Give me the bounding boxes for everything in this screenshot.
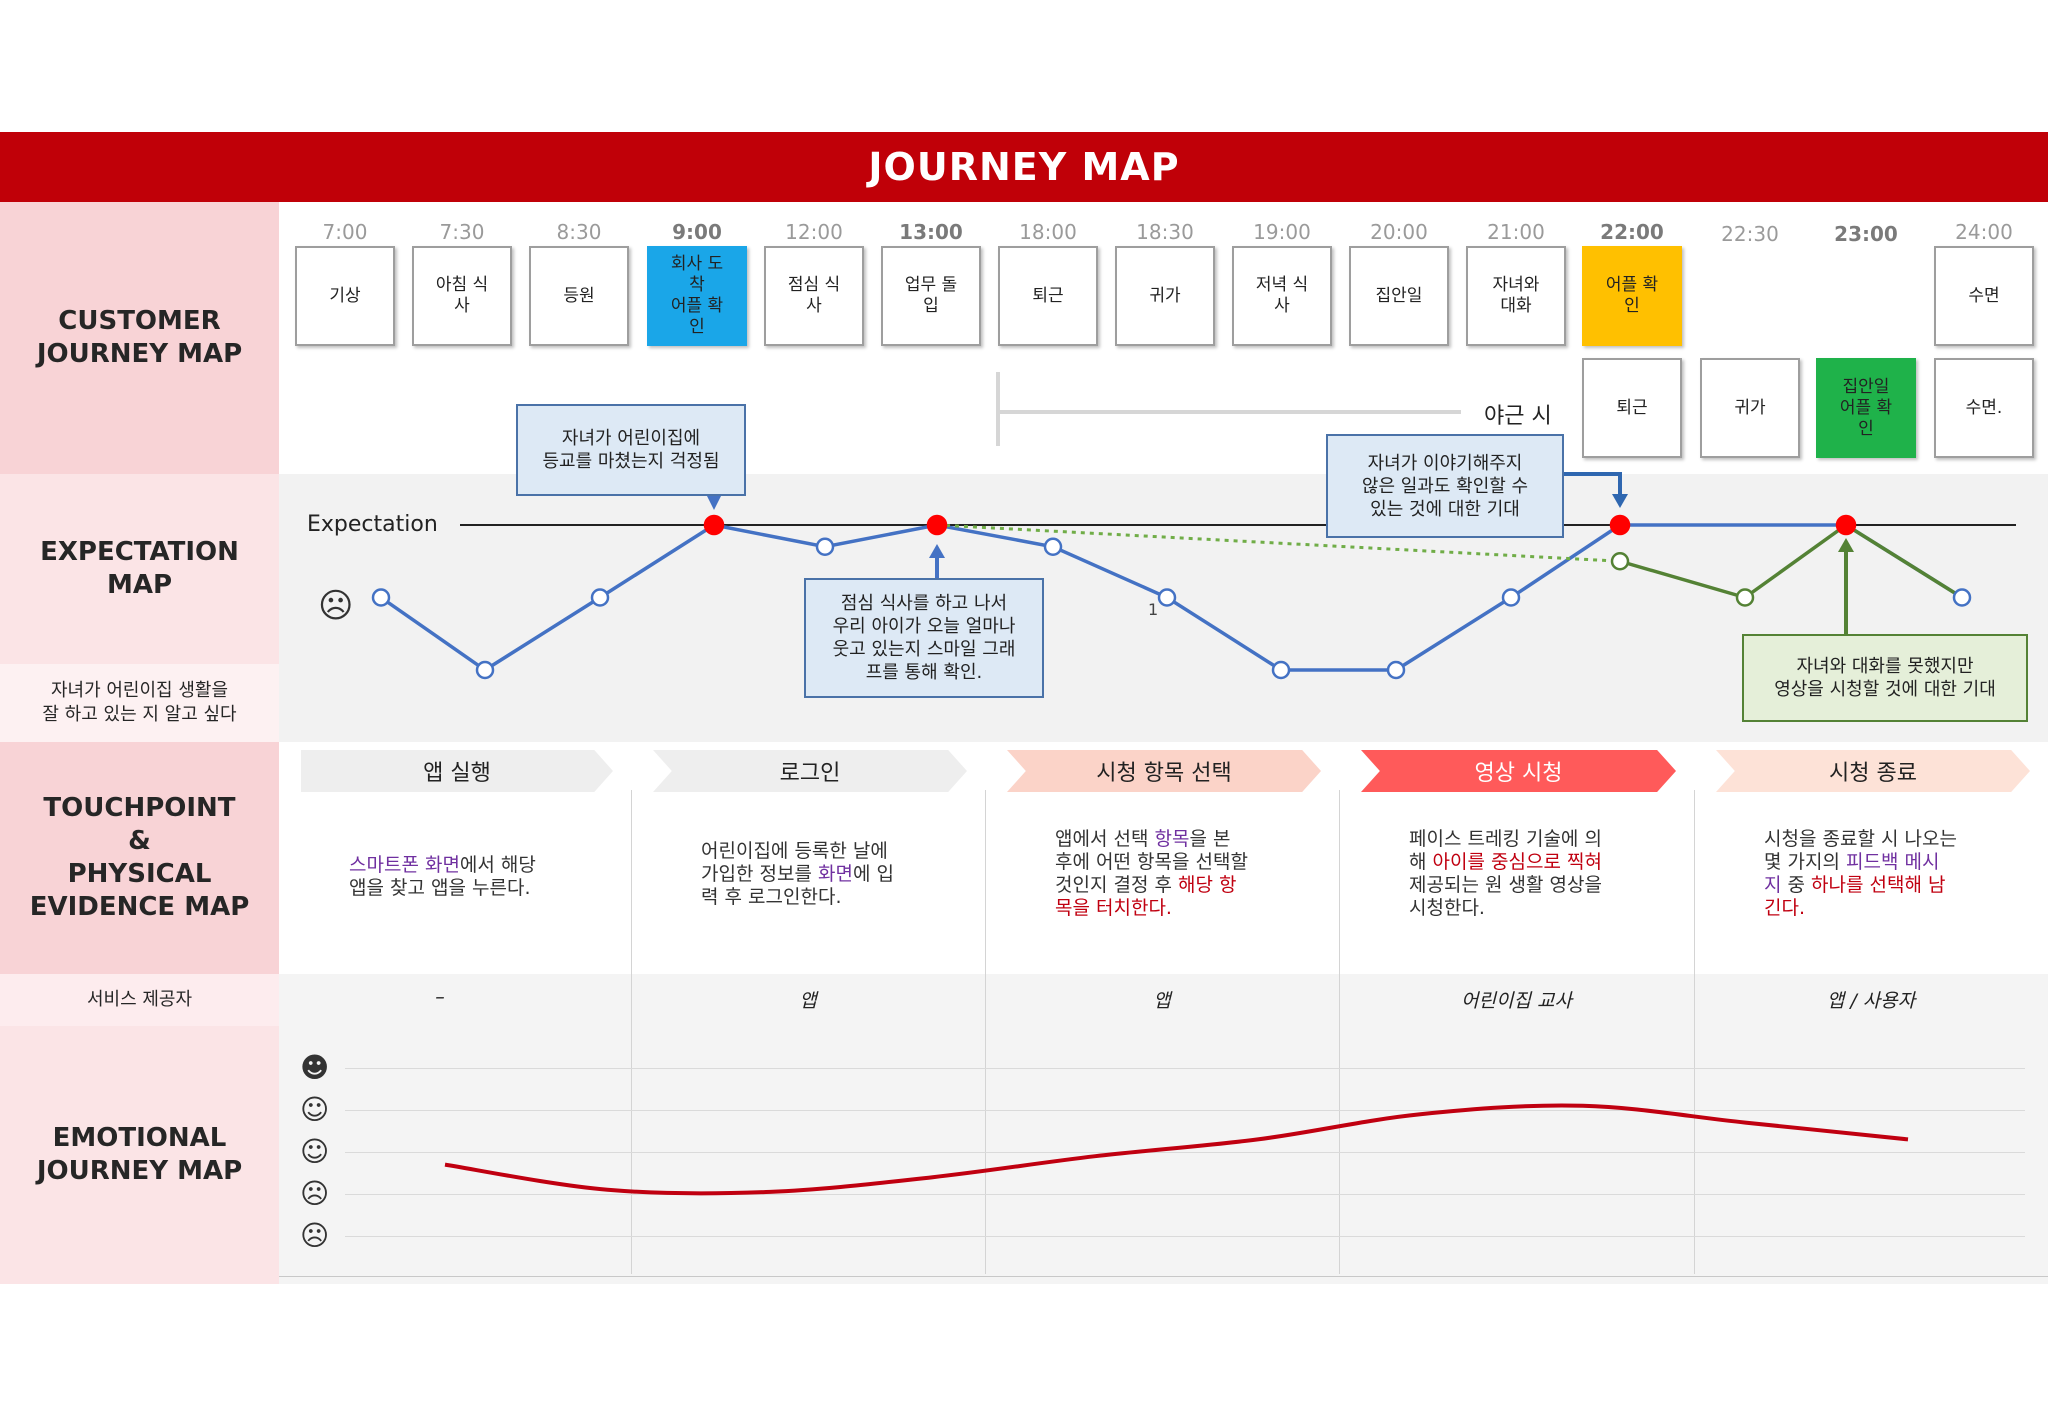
activity-card: 기상 — [295, 246, 395, 346]
stage-provider: 앱 / 사용자 — [1826, 990, 1916, 1012]
provider-panel — [279, 974, 2048, 1026]
emotion-panel — [279, 1026, 2048, 1284]
stage-description-part: 을 본 후에 어떤 항목을 선택할 것인지 결정 후 — [1055, 828, 1248, 896]
callout-talk: 자녀와 대화를 못했지만 영상을 시청할 것에 대한 기대 — [1742, 634, 2028, 722]
callout-lunch: 점심 식사를 하고 나서 우리 아이가 오늘 얼마나 웃고 있는지 스마일 그래… — [804, 578, 1044, 698]
stage-description-part: 해당 항 목을 터치한다. — [1055, 874, 1237, 919]
section-touchpoint: TOUCHPOINT & PHYSICAL EVIDENCE MAP — [0, 742, 279, 974]
neutral-face-icon: ☺ — [300, 1135, 330, 1168]
expectation-label: Expectation — [307, 512, 438, 537]
time-label: 22:00 — [1600, 220, 1664, 244]
section-emotional: EMOTIONAL JOURNEY MAP — [0, 1026, 279, 1284]
activity-card: 퇴근 — [998, 246, 1098, 346]
stage-description: 페이스 트레킹 기술에 의 해 아이를 중심으로 찍혀 제공되는 원 생활 영상… — [1409, 828, 1644, 920]
night-shift-bracket — [996, 410, 1461, 414]
stage-description-part: 항목 — [1154, 828, 1190, 850]
time-label: 9:00 — [672, 220, 722, 244]
stage-description-part: 앱에서 선택 — [1055, 828, 1155, 850]
stage-description-part: 페이스 트레킹 기술에 의 해 — [1409, 828, 1602, 873]
stage-provider: 앱 — [1153, 990, 1171, 1012]
night-activity-card: 수면. — [1934, 358, 2034, 458]
stage-banner: 로그인 — [653, 750, 967, 792]
night-activity-card: 퇴근 — [1582, 358, 1682, 458]
page-title: JOURNEY MAP — [0, 132, 2048, 202]
section-expectation-subtitle: 자녀가 어린이집 생활을 잘 하고 있는 지 알고 싶다 — [0, 664, 279, 742]
emotion-gridline — [345, 1110, 2025, 1111]
stage-provider: 어린이집 교사 — [1461, 990, 1572, 1012]
stage-description-part: 에 입 력 후 로그인한다. — [701, 863, 894, 908]
happy-face-icon: ☺ — [300, 1093, 330, 1126]
activity-card: 등원 — [529, 246, 629, 346]
stage-provider: – — [435, 986, 445, 1008]
time-label: 8:30 — [556, 220, 602, 244]
sad-face-icon: ☹ — [318, 586, 354, 626]
activity-card: 저녁 식 사 — [1232, 246, 1332, 346]
stage-description: 어린이집에 등록한 날에 가입한 정보를 화면에 입 력 후 로그인한다. — [701, 840, 935, 909]
callout-worry: 자녀가 어린이집에 등교를 마쳤는지 걱정됨 — [516, 404, 746, 496]
time-label: 7:30 — [439, 220, 485, 244]
point-label: 1 — [1148, 600, 1159, 619]
stage-description-part: 어린이집에 등록한 날에 가입한 정보를 — [701, 840, 888, 885]
emotion-gridline — [345, 1194, 2025, 1195]
time-label: 20:00 — [1370, 220, 1428, 244]
emotion-gridline — [345, 1152, 2025, 1153]
activity-card: 자녀와 대화 — [1466, 246, 1566, 346]
time-label: 18:30 — [1136, 220, 1194, 244]
stage-description-part: 피드백 메시 지 — [1764, 851, 1940, 896]
stage-banner: 영상 시청 — [1361, 750, 1676, 792]
time-label: 19:00 — [1253, 220, 1311, 244]
activity-card: 어플 확 인 — [1582, 246, 1682, 346]
activity-card: 수면 — [1934, 246, 2034, 346]
stage-description-part: 시청을 종료할 시 나오는 몇 가지의 — [1764, 828, 1957, 873]
stage-description-part: 에서 해당 앱을 찾고 앱을 누른다. — [349, 854, 536, 899]
stage-description: 시청을 종료할 시 나오는 몇 가지의 피드백 메시 지 중 하나를 선택해 남… — [1764, 828, 1998, 920]
time-label: 13:00 — [899, 220, 963, 244]
emotion-baseline — [279, 1276, 2048, 1277]
activity-card: 집안일 — [1349, 246, 1449, 346]
emotion-gridline — [345, 1068, 2025, 1069]
column-divider — [985, 790, 986, 1274]
time-label: 23:00 — [1834, 222, 1898, 246]
activity-card: 회사 도 착 어플 확 인 — [647, 246, 747, 346]
activity-card: 귀가 — [1115, 246, 1215, 346]
activity-card: 아침 식 사 — [412, 246, 512, 346]
time-label: 22:30 — [1721, 222, 1779, 246]
stage-banner: 시청 항목 선택 — [1007, 750, 1321, 792]
stage-description-part: 중 — [1781, 874, 1812, 896]
stage-description-part: 아이를 중심으로 찍혀 — [1432, 851, 1602, 873]
stage-description-part: 화면 — [817, 863, 853, 885]
stage-description: 앱에서 선택 항목을 본 후에 어떤 항목을 선택할 것인지 결정 후 해당 항… — [1055, 828, 1289, 920]
column-divider — [1339, 790, 1340, 1274]
section-expectation: EXPECTATION MAP — [0, 474, 279, 664]
sad-face-icon: ☹ — [300, 1177, 330, 1210]
time-label: 21:00 — [1487, 220, 1545, 244]
stage-provider: 앱 — [799, 990, 817, 1012]
activity-card: 업무 돌 입 — [881, 246, 981, 346]
section-customer-journey: CUSTOMER JOURNEY MAP — [0, 202, 279, 474]
night-shift-bracket-tick — [996, 372, 1000, 446]
very-happy-face-icon: ☻ — [300, 1051, 330, 1084]
stage-description-part: 스마트폰 화면 — [349, 854, 460, 876]
emotion-gridline — [345, 1236, 2025, 1237]
stage-description-part: 하나를 선택해 남 긴다. — [1764, 874, 1946, 919]
time-label: 12:00 — [785, 220, 843, 244]
night-activity-card: 귀가 — [1700, 358, 1800, 458]
time-label: 24:00 — [1955, 220, 2013, 244]
stage-banner: 앱 실행 — [301, 750, 613, 792]
time-label: 18:00 — [1019, 220, 1077, 244]
time-label: 7:00 — [322, 220, 368, 244]
night-shift-label: 야근 시 — [1484, 404, 1552, 429]
callout-night: 자녀가 이야기해주지 않은 일과도 확인할 수 있는 것에 대한 기대 — [1326, 434, 1564, 538]
very-sad-face-icon: ☹ — [300, 1219, 330, 1252]
activity-card: 점심 식 사 — [764, 246, 864, 346]
section-service-provider: 서비스 제공자 — [0, 974, 279, 1026]
stage-banner: 시청 종료 — [1716, 750, 2030, 792]
column-divider — [1694, 790, 1695, 1274]
night-activity-card: 집안일 어플 확 인 — [1816, 358, 1916, 458]
stage-description-part: 제공되는 원 생활 영상을 시청한다. — [1409, 874, 1602, 919]
column-divider — [631, 790, 632, 1274]
stage-description: 스마트폰 화면에서 해당 앱을 찾고 앱을 누른다. — [349, 854, 581, 900]
